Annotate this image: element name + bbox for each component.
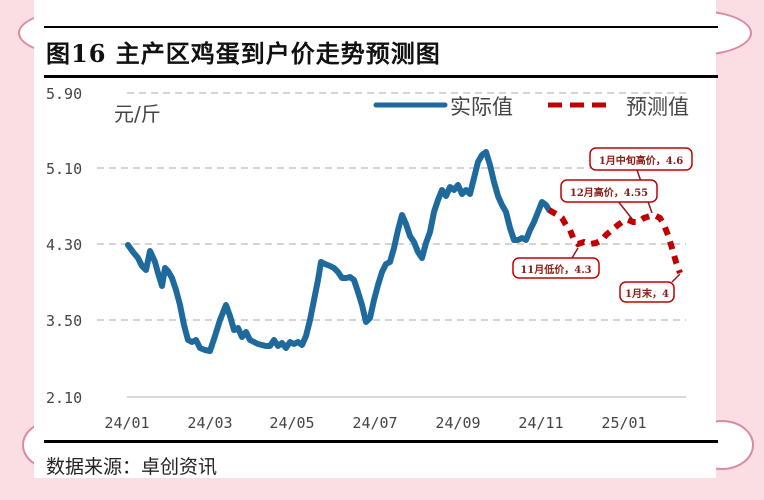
actual-price-line	[125, 149, 552, 354]
figure-title: 图16 主产区鸡蛋到户价走势预测图	[46, 39, 441, 68]
figure-panel	[34, 0, 716, 478]
y-tick: 4.30	[46, 236, 82, 254]
data-source: 数据来源：卓创资讯	[46, 456, 218, 478]
forecast-price-line	[547, 207, 683, 275]
legend-forecast-label: 预测值	[626, 95, 689, 119]
footer-rule	[44, 440, 718, 443]
legend: 实际值 预测值	[373, 95, 689, 119]
y-axis-unit: 元/斤	[114, 102, 161, 126]
svg-text:11月低价，4.3: 11月低价，4.3	[520, 263, 591, 276]
y-tick: 3.50	[46, 312, 82, 330]
gridlines	[97, 92, 686, 321]
svg-text:1月末，4: 1月末，4	[625, 287, 669, 300]
svg-text:1月中旬高价，4.6: 1月中旬高价，4.6	[599, 154, 683, 167]
x-tick: 24/11	[518, 414, 563, 432]
title-top-rule	[44, 26, 718, 28]
annotation-jan-end: 1月末，4	[619, 273, 681, 303]
x-tick: 24/01	[104, 414, 149, 432]
y-tick: 5.10	[46, 160, 82, 178]
y-tick: 2.10	[46, 389, 82, 407]
annotation-dec-high: 12月高价，4.55	[560, 179, 658, 221]
legend-actual-label: 实际值	[450, 95, 513, 119]
x-tick: 24/09	[435, 414, 480, 432]
annotation-nov-low: 11月低价，4.3	[512, 247, 600, 279]
y-tick: 5.90	[46, 85, 82, 103]
y-axis-ticks: 5.90 5.10 4.30 3.50 2.10	[46, 85, 82, 407]
title-bottom-rule	[44, 75, 718, 78]
x-tick: 24/07	[352, 414, 397, 432]
x-axis-ticks: 24/01 24/03 24/05 24/07 24/09 24/11 25/0…	[104, 414, 646, 432]
x-tick: 24/03	[187, 414, 232, 432]
x-tick: 24/05	[269, 414, 314, 432]
svg-text:12月高价，4.55: 12月高价，4.55	[570, 186, 648, 199]
x-tick: 25/01	[601, 414, 646, 432]
